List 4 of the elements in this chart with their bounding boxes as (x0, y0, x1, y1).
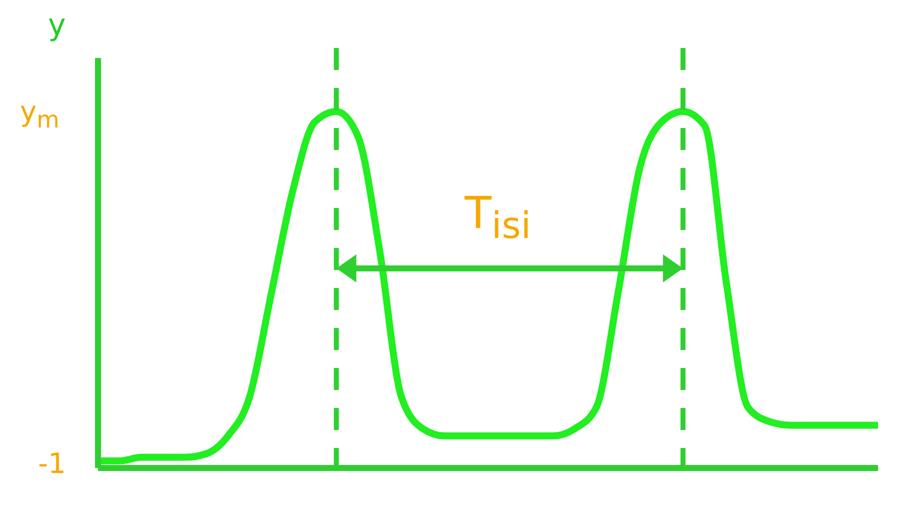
annotation: T$_{isi}$ (464, 188, 532, 248)
text: y$_{m}$ (20, 95, 60, 134)
y-axis-title: y (48, 8, 66, 43)
text: -1 (38, 446, 66, 480)
